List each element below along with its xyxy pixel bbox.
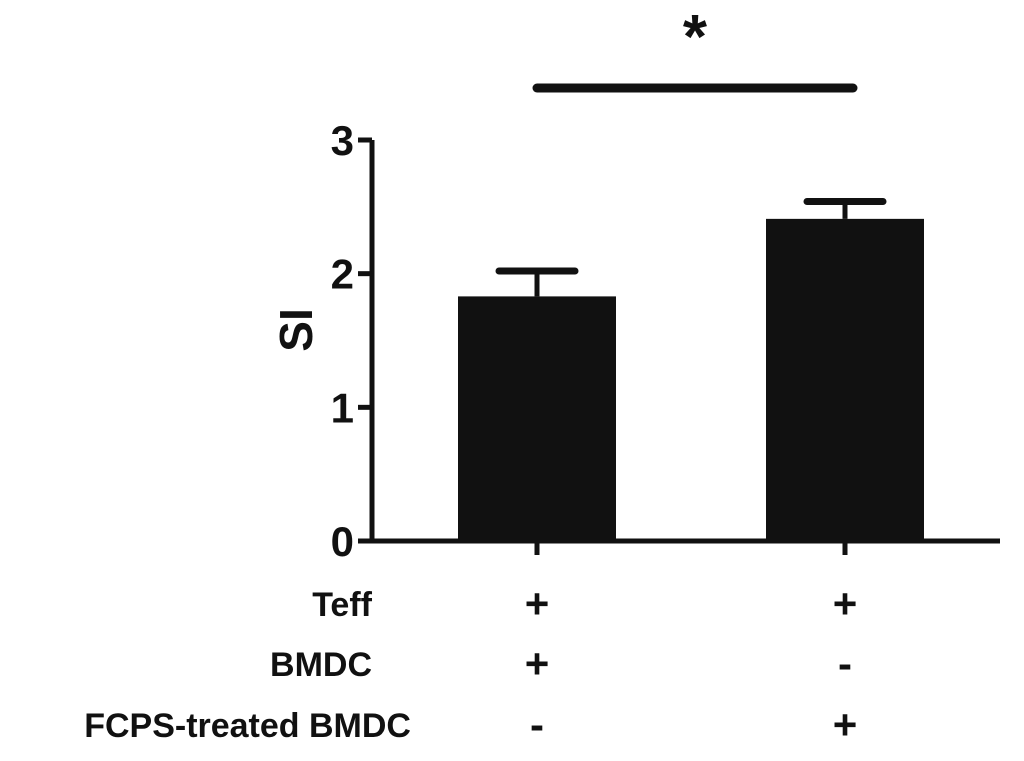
condition-mark: + [833, 580, 858, 627]
y-axis-label: SI [270, 308, 322, 351]
condition-label: BMDC [270, 646, 372, 684]
significance-annotation: * [532, 3, 858, 93]
bar [766, 218, 924, 541]
bar [458, 296, 616, 541]
y-tick-label: 3 [331, 117, 354, 164]
bars [458, 197, 924, 541]
condition-mark: + [525, 580, 550, 627]
condition-label: FCPS-treated BMDC [84, 707, 411, 745]
condition-label: Teff [312, 586, 372, 624]
y-tick-label: 0 [331, 518, 354, 565]
significance-star: * [683, 3, 708, 72]
y-tick-label: 1 [331, 384, 354, 431]
condition-table: Teff + + BMDC + - FCPS-treated BMDC - + [84, 580, 857, 748]
condition-mark: + [525, 640, 550, 687]
y-tick-label: 2 [331, 251, 354, 298]
condition-mark: - [530, 701, 544, 748]
condition-mark: - [838, 640, 852, 687]
condition-mark: + [833, 701, 858, 748]
